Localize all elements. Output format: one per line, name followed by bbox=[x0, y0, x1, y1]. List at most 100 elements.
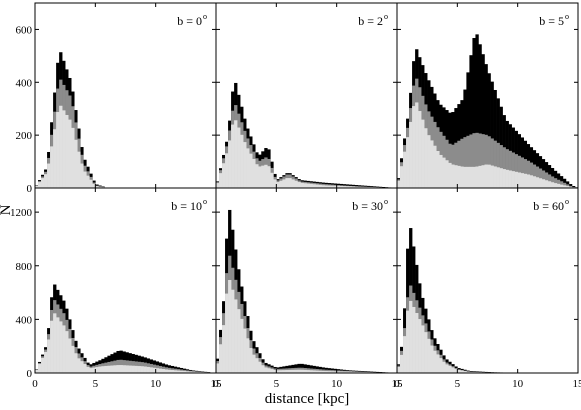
x-tick-label: 5 bbox=[274, 378, 280, 390]
hist-bar-inner bbox=[228, 140, 232, 188]
hist-bar-inner bbox=[119, 365, 123, 373]
hist-bar-inner bbox=[345, 371, 350, 373]
hist-bar-inner bbox=[47, 163, 51, 188]
hist-bar-middle bbox=[475, 132, 479, 188]
hist-bar-inner bbox=[77, 358, 81, 373]
hist-bar-inner bbox=[514, 171, 518, 188]
hist-bar-inner bbox=[469, 371, 473, 373]
hist-bar-inner bbox=[35, 369, 39, 373]
hist-bar-inner bbox=[520, 173, 524, 188]
hist-bar-inner bbox=[550, 182, 555, 188]
hist-bar-inner bbox=[74, 139, 78, 188]
hist-bar-inner bbox=[219, 344, 223, 373]
hist-bar-total bbox=[493, 89, 497, 188]
hist-bar-inner bbox=[363, 186, 368, 188]
panel-label-degree: o bbox=[384, 197, 388, 206]
hist-bar-inner bbox=[98, 366, 102, 373]
hist-bar-inner bbox=[255, 164, 259, 188]
panel-label-degree: o bbox=[565, 197, 569, 206]
hist-bar-inner bbox=[38, 363, 42, 373]
hist-bar-inner bbox=[71, 345, 75, 373]
hist-bar-inner bbox=[158, 368, 162, 373]
hist-bar-inner bbox=[472, 166, 476, 188]
x-tick-label: 15 bbox=[573, 378, 581, 390]
hist-bar-inner bbox=[309, 183, 313, 188]
hist-bar-total bbox=[478, 44, 482, 188]
hist-bar-inner bbox=[125, 365, 129, 373]
hist-bar-middle bbox=[481, 134, 485, 188]
hist-bar-inner bbox=[161, 369, 166, 373]
hist-bar-inner bbox=[315, 370, 319, 373]
hist-bar-inner bbox=[559, 184, 564, 188]
x-tick-label: 0 bbox=[32, 378, 38, 390]
hist-bar-inner bbox=[478, 165, 482, 188]
hist-bar-inner bbox=[445, 160, 449, 188]
hist-bar-inner bbox=[68, 119, 72, 188]
hist-bar-inner bbox=[481, 165, 485, 188]
hist-bar-inner bbox=[318, 370, 322, 373]
hist-bar-inner bbox=[240, 318, 244, 373]
hist-bar-inner bbox=[502, 169, 506, 188]
hist-bar-inner bbox=[185, 371, 190, 373]
hist-bar-inner bbox=[116, 365, 120, 373]
hist-bar-inner bbox=[98, 186, 102, 188]
panel-label-degree: o bbox=[203, 197, 207, 206]
hist-bar-inner bbox=[348, 371, 353, 373]
hist-bar-inner bbox=[547, 181, 552, 188]
hist-bar-total bbox=[472, 38, 476, 188]
hist-bar-inner bbox=[526, 174, 531, 188]
hist-bar-inner bbox=[409, 300, 413, 373]
hist-bar-inner bbox=[309, 370, 313, 373]
hist-bar-inner bbox=[95, 186, 99, 188]
hist-bar-inner bbox=[273, 369, 277, 373]
hist-bar-inner bbox=[113, 365, 117, 373]
hist-bar-inner bbox=[324, 185, 328, 188]
hist-bar-inner bbox=[430, 345, 434, 373]
hist-bar-inner bbox=[342, 186, 347, 188]
hist-bar-inner bbox=[448, 162, 452, 188]
hist-bar-middle bbox=[490, 138, 494, 188]
hist-bar-inner bbox=[406, 137, 410, 189]
hist-bar-middle bbox=[493, 140, 497, 188]
hist-bar-inner bbox=[541, 179, 546, 188]
hist-bar-inner bbox=[412, 106, 416, 188]
hist-bar-inner bbox=[35, 186, 39, 188]
hist-bar-middle bbox=[460, 138, 464, 188]
panel-label-degree: o bbox=[565, 12, 569, 21]
hist-bar-inner bbox=[71, 127, 75, 189]
hist-bar-inner bbox=[231, 124, 235, 188]
hist-bar-inner bbox=[182, 371, 187, 373]
hist-bar-inner bbox=[300, 182, 304, 188]
hist-bar-inner bbox=[336, 371, 340, 373]
hist-bar-inner bbox=[219, 173, 223, 188]
hist-bar-total bbox=[475, 34, 479, 188]
hist-bar-inner bbox=[104, 365, 108, 373]
hist-bar-inner bbox=[279, 180, 283, 188]
x-tick-label: 0 bbox=[213, 378, 219, 390]
hist-bar-inner bbox=[92, 183, 96, 188]
hist-bar-inner bbox=[216, 183, 220, 188]
hist-bar-inner bbox=[237, 309, 241, 373]
hist-bar-inner bbox=[303, 369, 307, 373]
hist-bar-inner bbox=[89, 179, 93, 188]
hist-bar-inner bbox=[170, 370, 175, 373]
hist-bar-inner bbox=[508, 170, 512, 188]
x-tick-label: 15 bbox=[211, 378, 223, 390]
x-tick-label: 10 bbox=[512, 378, 524, 390]
hist-bar-inner bbox=[134, 365, 138, 373]
panel: 0 400 800 1200 0 5 10 15 b = 10 o bbox=[10, 187, 223, 390]
hist-bar-total bbox=[484, 64, 488, 188]
hist-bar-inner bbox=[294, 180, 298, 188]
hist-bar-inner bbox=[152, 367, 156, 373]
hist-bar-inner bbox=[339, 371, 343, 373]
hist-bar-inner bbox=[297, 182, 301, 188]
hist-bar-inner bbox=[243, 142, 247, 188]
hist-bar-inner bbox=[80, 163, 84, 188]
hist-bar-inner bbox=[164, 369, 169, 373]
hist-bar-inner bbox=[535, 177, 540, 188]
hist-bar-middle bbox=[532, 164, 537, 188]
hist-bar-inner bbox=[451, 164, 455, 188]
hist-bar-inner bbox=[110, 365, 114, 373]
